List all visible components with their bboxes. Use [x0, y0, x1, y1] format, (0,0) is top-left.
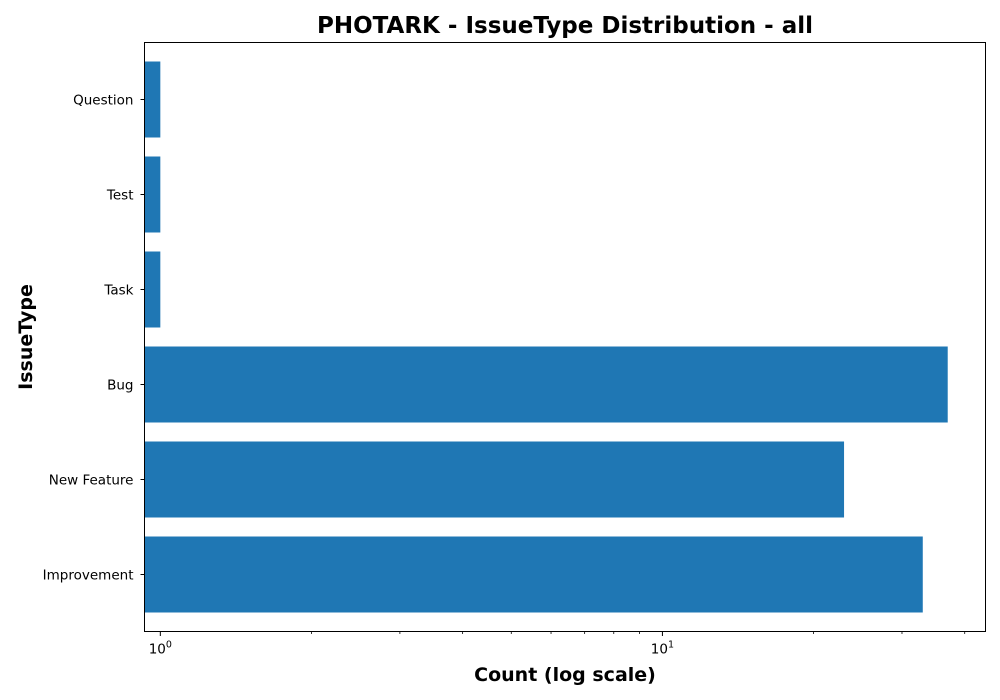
bar-question — [144, 61, 161, 138]
bar-task — [144, 251, 161, 328]
x-axis-label: Count (log scale) — [474, 664, 656, 686]
bar-bug — [144, 346, 948, 423]
y-tick-label: Test — [106, 188, 134, 204]
y-tick-label: Bug — [107, 378, 133, 394]
y-axis-ticks: Improvement New Feature Bug Task Test Questio… — [43, 93, 145, 584]
bar-improvement — [144, 536, 923, 613]
y-tick-label: Improvement — [43, 568, 134, 584]
x-tick-label: 101 — [651, 640, 674, 658]
x-axis-ticks: 100 101 — [149, 631, 966, 658]
chart-title: PHOTARK - IssueType Distribution - all — [317, 13, 813, 39]
y-tick-label: New Feature — [49, 473, 134, 489]
y-tick-label: Task — [103, 283, 133, 299]
y-tick-label: Question — [73, 93, 133, 109]
bar-new-feature — [144, 441, 845, 518]
x-tick-label: 100 — [149, 640, 172, 658]
bar-test — [144, 156, 161, 233]
y-axis-label: IssueType — [15, 284, 37, 390]
plot-frame — [144, 42, 986, 632]
bars-layer — [144, 61, 948, 613]
